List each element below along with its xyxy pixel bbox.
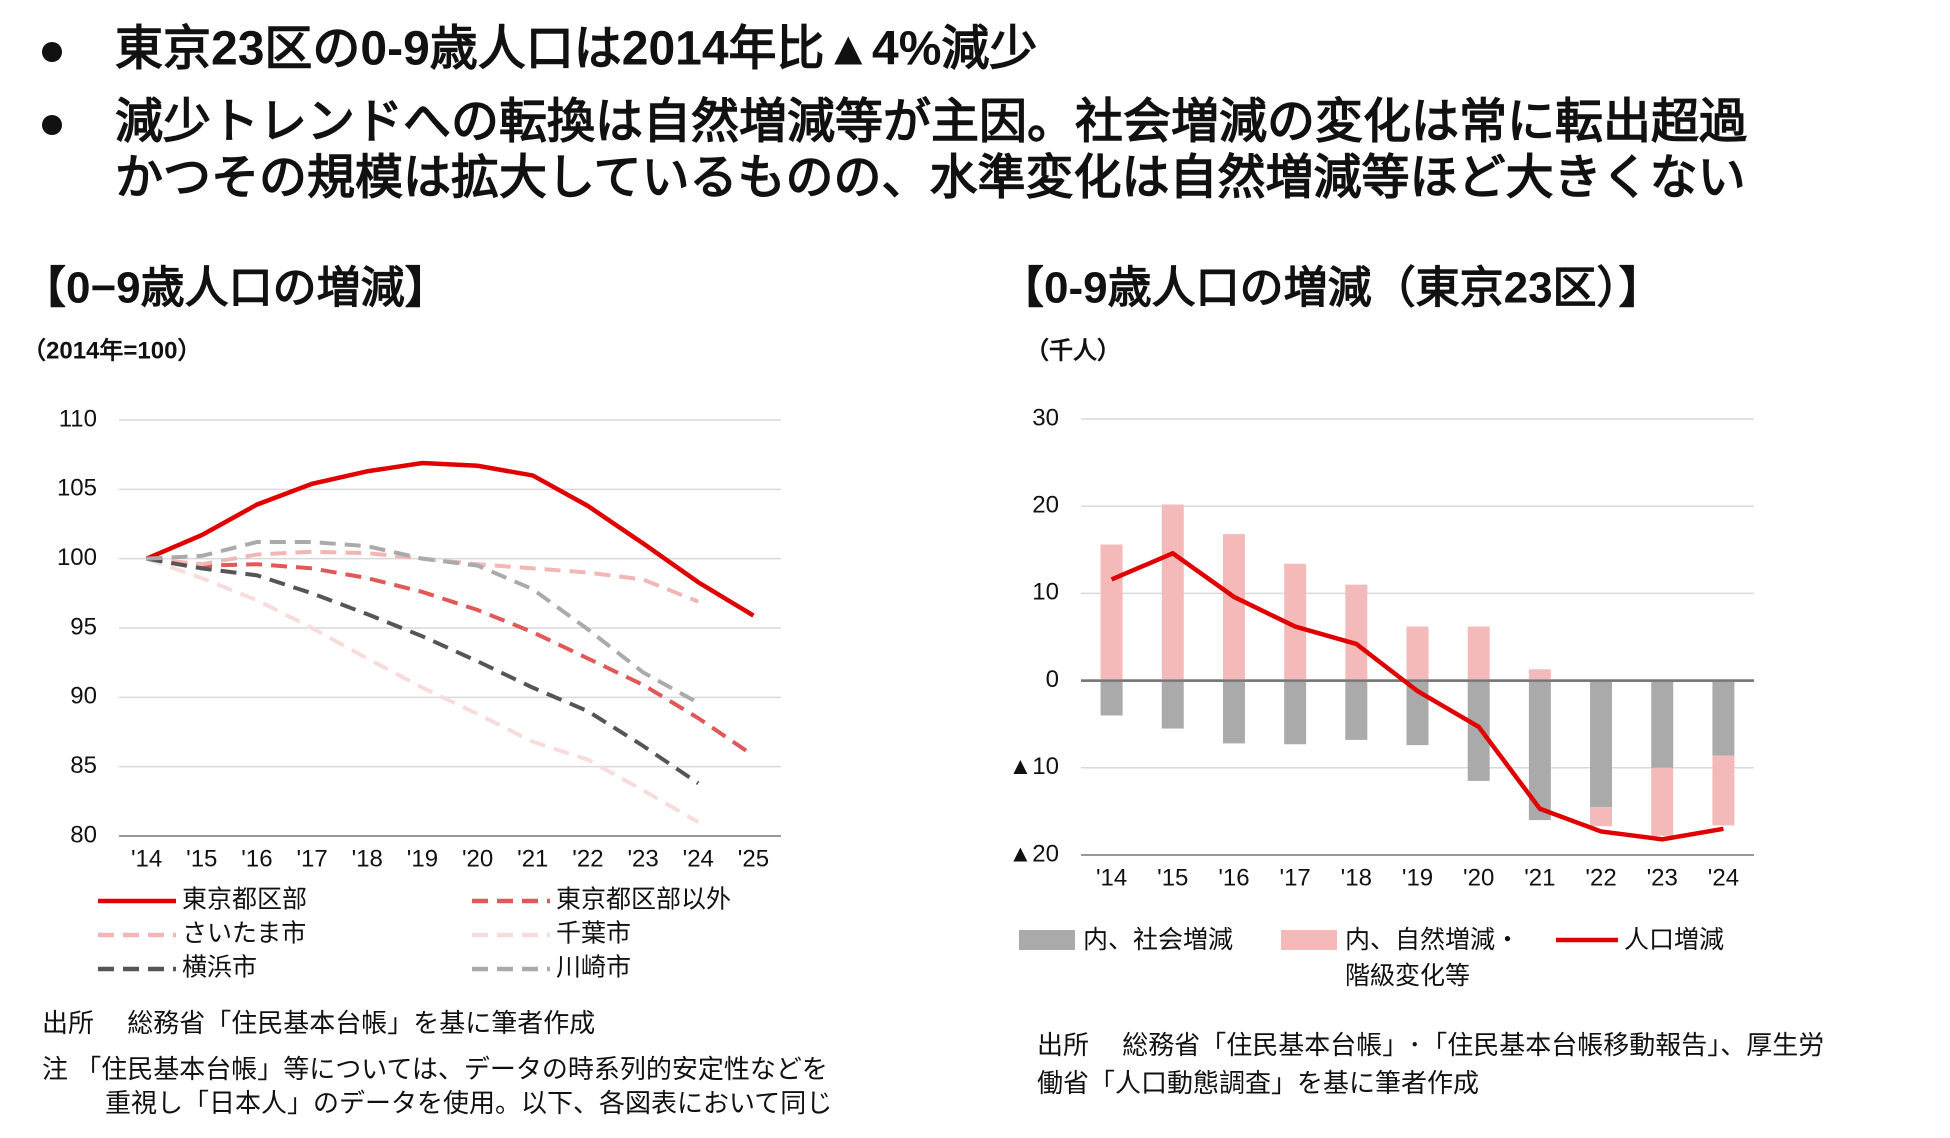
- line: [146, 540, 700, 705]
- y-tick-label: 0: [1046, 666, 1059, 693]
- y-axis-label: （2014年=100）: [22, 336, 201, 364]
- line: [145, 556, 700, 824]
- x-tick-label: '25: [738, 845, 769, 872]
- x-tick-label: '17: [296, 845, 327, 872]
- bar: [1161, 680, 1184, 729]
- legend-swatch: [1281, 930, 1337, 950]
- x-tick-label: '18: [1341, 864, 1372, 891]
- chart-title: 【0−9歳人口の増減】: [22, 264, 449, 313]
- bar: [1406, 626, 1429, 681]
- x-tick-label: '16: [1218, 864, 1249, 891]
- bar: [1284, 563, 1307, 681]
- bar: [1345, 680, 1368, 740]
- legend-swatch: [1019, 930, 1075, 950]
- bar: [1528, 669, 1551, 681]
- bullet-text: かつその規模は拡大しているものの、水準変化は自然増減等ほど大きくない: [115, 152, 1746, 205]
- bar: [1100, 680, 1123, 716]
- y-tick-label: 80: [70, 821, 97, 848]
- note: 出所 総務省「住民基本台帳」･「住民基本台帳移動報告」、厚生労: [1037, 1030, 1824, 1060]
- legend-label: 川崎市: [556, 954, 631, 982]
- y-tick-label: ▲10: [1009, 753, 1059, 780]
- legend-label: 内、社会増減: [1083, 926, 1234, 954]
- chart-title: 【0-9歳人口の増減（東京23区）】: [1000, 264, 1663, 313]
- x-tick-label: '20: [462, 845, 493, 872]
- legend-label: さいたま市: [182, 920, 306, 948]
- x-tick-label: '22: [1585, 864, 1616, 891]
- bar: [1467, 680, 1490, 781]
- x-tick-label: '23: [1647, 864, 1678, 891]
- x-tick-label: '20: [1463, 864, 1494, 891]
- line: [1110, 550, 1724, 842]
- bar: [1590, 680, 1613, 808]
- note: 出所 総務省「住民基本台帳」を基に筆者作成: [42, 1008, 595, 1038]
- bullet-text: 減少トレンドへの転換は自然増減等が主因。社会増減の変化は常に転出超過: [115, 96, 1748, 149]
- bar: [1345, 584, 1368, 681]
- legend-label: 内、自然増減・階級変化等: [1345, 926, 1521, 990]
- bar: [1528, 680, 1551, 821]
- y-tick-label: 85: [70, 752, 97, 779]
- legend-label: 人口増減: [1624, 926, 1725, 954]
- y-axis-label: （千人）: [1025, 337, 1121, 364]
- bullet-text: 東京23区の0-9歳人口は2014年比▲4%減少: [115, 23, 1037, 76]
- bar: [1651, 680, 1674, 768]
- line: [145, 460, 755, 618]
- bar: [1651, 767, 1674, 836]
- legend-label: 横浜市: [182, 954, 257, 982]
- line: [146, 556, 755, 758]
- x-tick-label: '19: [407, 845, 438, 872]
- bar: [1100, 544, 1123, 681]
- x-tick-label: '22: [572, 845, 603, 872]
- x-tick-label: '15: [186, 845, 217, 872]
- y-tick-label: 10: [1032, 579, 1059, 606]
- legend-label: 千葉市: [556, 920, 631, 948]
- bullet: [42, 115, 62, 135]
- x-tick-label: '15: [1157, 864, 1188, 891]
- x-tick-label: '19: [1402, 864, 1433, 891]
- x-tick-label: '21: [517, 845, 548, 872]
- bar: [1712, 680, 1735, 756]
- y-tick-label: 30: [1032, 404, 1059, 431]
- bar: [1222, 680, 1245, 744]
- x-tick-label: '24: [683, 845, 714, 872]
- bar: [1467, 626, 1490, 681]
- bar: [1712, 755, 1735, 826]
- x-tick-label: '14: [1096, 864, 1127, 891]
- y-tick-label: 100: [57, 544, 97, 571]
- x-tick-label: '23: [627, 845, 658, 872]
- y-tick-label: ▲20: [1009, 840, 1059, 867]
- y-tick-label: 105: [57, 475, 97, 502]
- x-tick-label: '14: [131, 845, 162, 872]
- note: 重視し「日本人」のデータを使用。以下、各図表において同じ: [105, 1088, 832, 1118]
- x-tick-label: '18: [352, 845, 383, 872]
- line: [146, 556, 700, 785]
- y-tick-label: 110: [59, 405, 97, 432]
- bar: [1284, 680, 1307, 745]
- y-tick-label: 90: [70, 683, 97, 710]
- legend-label: 東京都区部以外: [556, 886, 731, 914]
- note: 働省「人口動態調査」を基に筆者作成: [1037, 1068, 1479, 1098]
- y-tick-label: 95: [70, 613, 97, 640]
- bar: [1590, 807, 1613, 827]
- y-tick-label: 20: [1032, 492, 1059, 519]
- bar: [1222, 534, 1245, 681]
- x-tick-label: '17: [1279, 864, 1310, 891]
- x-tick-label: '24: [1708, 864, 1739, 891]
- bullet: [42, 42, 62, 62]
- bar: [1161, 504, 1184, 681]
- note: 注 「住民基本台帳」等については、データの時系列的安定性などを: [42, 1054, 828, 1084]
- legend-label: 東京都区部: [182, 886, 307, 914]
- x-tick-label: '16: [241, 845, 272, 872]
- x-tick-label: '21: [1524, 864, 1555, 891]
